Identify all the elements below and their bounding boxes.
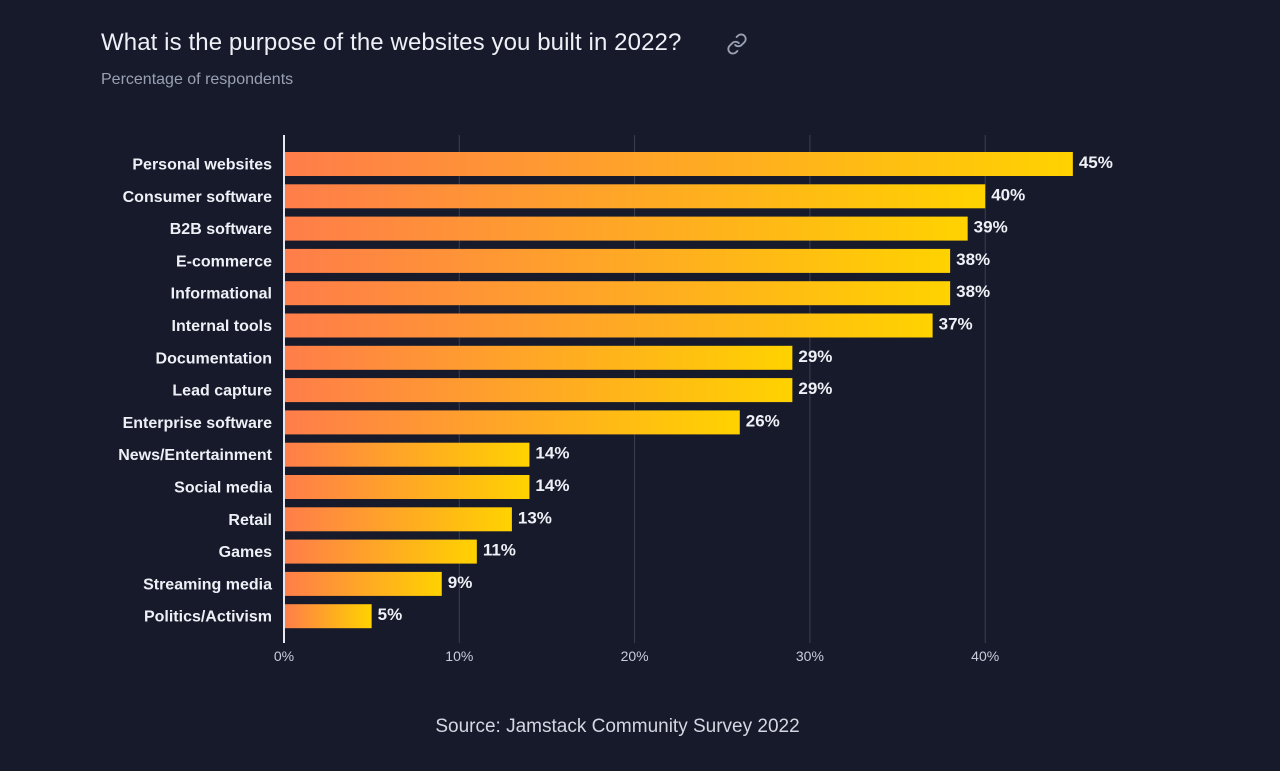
bar[interactable] [284,281,951,306]
value-label: 45% [1079,153,1113,172]
bar[interactable] [284,313,933,338]
bar[interactable] [284,248,951,273]
bar[interactable] [284,345,793,370]
bar[interactable] [284,442,530,467]
bar[interactable] [284,571,442,596]
category-label: Games [219,544,272,561]
x-tick-label: 40% [971,648,999,664]
category-label: News/Entertainment [118,447,272,464]
value-label: 11% [483,541,516,560]
category-label: Consumer software [123,189,272,206]
category-label: Documentation [156,350,272,367]
bar[interactable] [284,152,1073,176]
category-label: Politics/Activism [144,609,272,626]
category-label: Streaming media [143,576,272,593]
value-label: 40% [991,185,1025,204]
value-label: 13% [518,508,552,527]
value-label: 5% [378,605,403,624]
value-label: 29% [798,347,832,366]
bar[interactable] [284,604,372,629]
category-label: Retail [228,512,272,529]
category-label: E-commerce [176,253,272,270]
bars [284,152,1073,629]
source-note: Source: Jamstack Community Survey 2022 [435,716,800,737]
category-label: Internal tools [172,318,273,335]
category-label: Lead capture [172,383,272,400]
chart-title: What is the purpose of the websites you … [101,29,682,56]
bar[interactable] [284,475,530,499]
x-tick-label: 10% [445,648,473,664]
value-label: 14% [535,476,569,495]
x-tick-label: 30% [796,648,824,664]
x-tick-label: 0% [274,648,294,664]
x-axis-ticks: 0% 10% 20% 30% 40% [274,648,999,664]
value-label: 14% [535,444,569,463]
value-labels: 45% 40% 39% 38% 38% 37% 29% 29% 26% 14% 14% 13%11% 9… [378,153,1113,624]
bar[interactable] [284,539,477,564]
bar[interactable] [284,507,512,532]
x-tick-label: 20% [621,648,649,664]
bar-chart: Personal websites Consumer software B2B so… [118,135,1113,664]
value-label: 38% [956,250,990,269]
value-label: 26% [746,411,780,430]
value-label: 38% [956,282,990,301]
bar[interactable] [284,216,968,241]
category-label: Enterprise software [123,415,272,432]
category-labels: Personal websites Consumer software B2B so… [118,157,272,626]
category-label: Personal websites [132,157,272,174]
value-label: 37% [939,315,973,334]
bar[interactable] [284,410,740,435]
category-label: Informational [171,286,272,303]
link-icon[interactable] [726,33,748,55]
category-label: Social media [174,480,272,497]
value-label: 29% [798,379,832,398]
value-label: 9% [448,573,473,592]
value-label: 39% [974,218,1008,237]
bar[interactable] [284,184,986,209]
chart-subtitle: Percentage of respondents [101,71,294,88]
bar[interactable] [284,378,793,403]
category-label: B2B software [170,221,272,238]
